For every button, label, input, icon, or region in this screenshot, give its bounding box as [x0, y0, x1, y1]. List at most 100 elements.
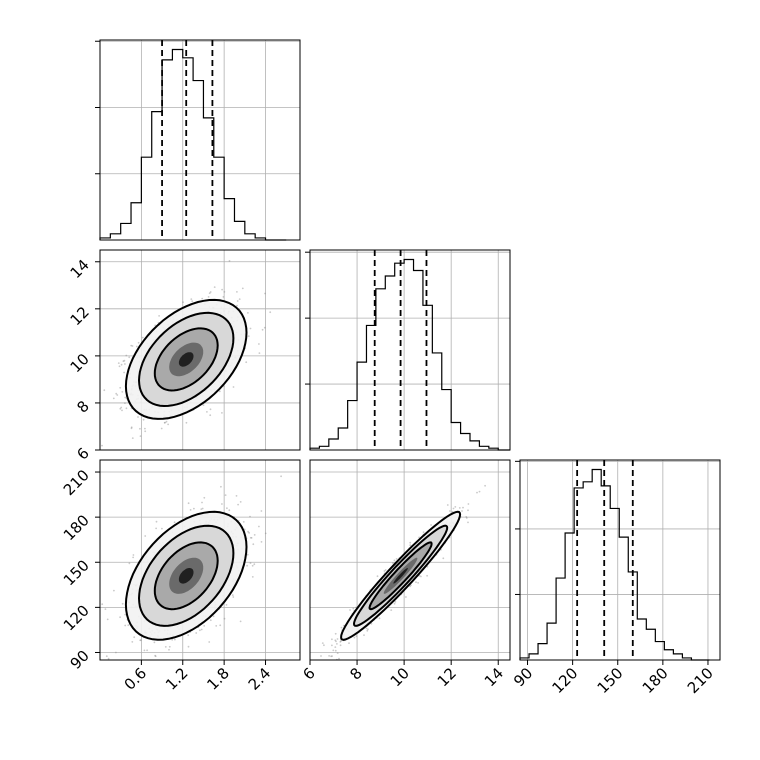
scatter-point — [235, 495, 238, 497]
scatter-point — [209, 414, 212, 417]
scatter-point — [467, 509, 469, 512]
y-tick-label: 6 — [73, 444, 92, 463]
scatter-point — [467, 503, 470, 505]
scatter-point — [392, 562, 394, 564]
scatter-point — [193, 507, 195, 510]
scatter-point — [236, 300, 239, 302]
scatter-point — [224, 494, 227, 496]
scatter-point — [323, 644, 325, 647]
scatter-point — [232, 596, 235, 598]
scatter-point — [465, 517, 468, 519]
scatter-point — [165, 420, 168, 423]
scatter-point — [331, 644, 333, 647]
scatter-point — [221, 503, 223, 505]
scatter-point — [137, 416, 139, 418]
scatter-point — [458, 507, 461, 509]
scatter-point — [121, 409, 123, 412]
x-tick-label: 90 — [510, 664, 536, 690]
hist-panel-p2 — [515, 459, 721, 661]
scatter-point — [203, 496, 206, 499]
scatter-point — [121, 602, 124, 605]
scatter-point — [199, 629, 201, 632]
contour-line-2 — [153, 541, 219, 611]
y-tick-label: 8 — [73, 397, 92, 416]
scatter-point — [163, 421, 166, 424]
scatter-point — [228, 509, 231, 512]
scatter-point — [367, 628, 369, 631]
scatter-point — [221, 412, 223, 414]
y-tick-label: 210 — [60, 466, 93, 499]
scatter-point — [144, 427, 146, 430]
scatter-point — [478, 490, 481, 493]
panel-frame — [309, 459, 511, 661]
scatter-point — [334, 649, 337, 652]
scatter-point — [263, 326, 266, 329]
scatter-point — [130, 427, 133, 430]
scatter-point — [190, 298, 193, 300]
scatter-point — [320, 655, 322, 657]
x-tick-label: 1.2 — [162, 664, 192, 694]
scatter-point — [221, 288, 224, 291]
scatter-panel-p0-p2 — [99, 459, 301, 661]
scatter-point — [124, 396, 127, 399]
scatter-point — [280, 475, 282, 478]
scatter-point — [124, 624, 127, 627]
scatter-point — [340, 626, 343, 629]
scatter-point — [206, 411, 208, 413]
scatter-point — [125, 407, 128, 410]
contour-line-0 — [124, 298, 248, 420]
scatter-point — [393, 559, 396, 562]
x-tick-label: 0.6 — [121, 664, 151, 694]
scatter-point — [112, 397, 115, 400]
scatter-point — [383, 570, 386, 572]
scatter-point — [195, 632, 198, 634]
scatter-point — [449, 510, 451, 512]
x-tick-label: 8 — [346, 664, 365, 683]
contour-line-0 — [340, 510, 462, 641]
x-tick-label: 2.4 — [245, 664, 275, 694]
contour-line-1 — [137, 311, 235, 408]
scatter-point — [120, 406, 123, 409]
scatter-point — [127, 624, 130, 627]
scatter-point — [123, 371, 125, 374]
scatter-point — [452, 507, 455, 510]
panel-frame — [99, 459, 301, 661]
scatter-point — [189, 509, 192, 511]
hist-step-p1 — [309, 258, 510, 451]
scatter-point — [249, 327, 252, 330]
hist-panel-p1 — [305, 249, 511, 451]
scatter-point — [335, 640, 337, 643]
scatter-point — [209, 291, 212, 293]
y-tick-label: 120 — [60, 601, 93, 634]
scatter-point — [226, 507, 228, 510]
hist-panel-p0 — [95, 39, 301, 241]
scatter-point — [264, 532, 267, 535]
scatter-point — [200, 628, 203, 631]
scatter-point — [187, 502, 190, 505]
scatter-point — [334, 639, 337, 642]
scatter-point — [115, 392, 118, 395]
scatter-point — [155, 520, 158, 523]
scatter-point — [139, 435, 142, 437]
x-tick-label: 120 — [548, 664, 581, 697]
panel-frame — [99, 249, 301, 451]
scatter-point — [208, 641, 211, 643]
scatter-point — [252, 543, 255, 546]
scatter-point — [119, 616, 121, 619]
scatter-point — [174, 638, 176, 641]
scatter-point — [128, 562, 131, 565]
y-tick-label: 14 — [67, 256, 93, 282]
scatter-point — [137, 341, 140, 344]
scatter-point — [376, 575, 379, 578]
scatter-point — [251, 564, 254, 567]
scatter-point — [161, 527, 163, 530]
scatter-point — [420, 575, 422, 578]
scatter-point — [366, 629, 369, 632]
x-tick-label: 14 — [481, 664, 507, 690]
scatter-point — [348, 642, 350, 644]
scatter-point — [209, 408, 212, 411]
x-tick-label: 210 — [684, 664, 717, 697]
scatter-point — [415, 581, 417, 584]
scatter-point — [442, 557, 445, 560]
scatter-point — [213, 286, 216, 288]
